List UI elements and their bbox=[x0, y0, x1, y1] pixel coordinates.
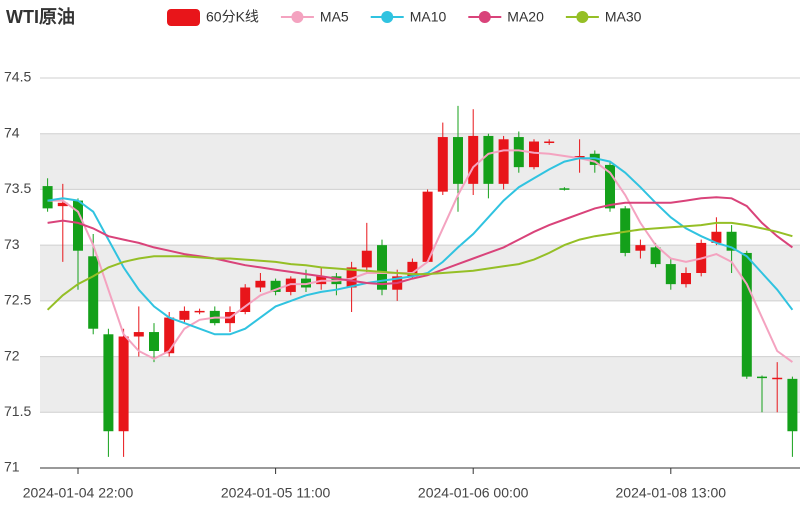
candle-body bbox=[589, 153, 600, 165]
legend-swatch bbox=[167, 9, 200, 26]
y-tick-label: 72.5 bbox=[4, 292, 31, 308]
ma-line bbox=[47, 196, 793, 286]
candle-body bbox=[635, 245, 646, 251]
legend-label: MA5 bbox=[320, 9, 349, 25]
y-tick-label: 72 bbox=[4, 347, 20, 363]
candle-body bbox=[103, 334, 114, 432]
candle-body bbox=[650, 247, 661, 265]
candle-body bbox=[741, 252, 752, 377]
legend-swatch bbox=[478, 11, 491, 23]
ma-line bbox=[46, 221, 793, 311]
candle-body bbox=[529, 141, 539, 168]
candle-body bbox=[513, 137, 524, 168]
candle-body bbox=[711, 231, 722, 243]
y-tick-label: 73 bbox=[4, 236, 20, 252]
legend-label: MA10 bbox=[410, 9, 447, 25]
candle-body bbox=[407, 261, 418, 277]
x-tick-label: 2024-01-06 00:00 bbox=[418, 485, 529, 501]
candle-body bbox=[149, 332, 159, 351]
legend-swatch bbox=[576, 11, 589, 23]
candle-body bbox=[757, 376, 767, 379]
candle-body bbox=[665, 264, 676, 285]
candle-body bbox=[240, 287, 251, 312]
candle-body bbox=[483, 135, 494, 184]
candle-body bbox=[301, 278, 311, 288]
candle-body bbox=[133, 332, 144, 337]
candle-body bbox=[285, 278, 296, 292]
candle-body bbox=[194, 310, 205, 313]
candle-body bbox=[270, 280, 281, 292]
candle-body bbox=[620, 208, 631, 253]
candle-body bbox=[787, 378, 798, 432]
y-tick-label: 71.5 bbox=[4, 403, 31, 419]
candle-body bbox=[255, 280, 266, 288]
candle-body bbox=[574, 156, 585, 159]
chart-title: WTI原油 bbox=[6, 6, 75, 27]
legend-label: MA20 bbox=[507, 9, 544, 25]
x-tick-label: 2024-01-05 11:00 bbox=[221, 485, 331, 501]
candle-body bbox=[57, 202, 68, 207]
legend-swatch bbox=[291, 11, 304, 23]
candle-body bbox=[605, 164, 615, 209]
candle-body bbox=[377, 245, 387, 290]
candle-body bbox=[346, 267, 357, 288]
candle-body bbox=[88, 256, 99, 329]
candle-body bbox=[559, 188, 570, 190]
y-tick-label: 74 bbox=[4, 124, 20, 140]
candle-body bbox=[498, 139, 509, 184]
candle-body bbox=[468, 135, 479, 184]
candle-body bbox=[164, 317, 175, 354]
legend-swatch bbox=[381, 11, 394, 23]
grid-band bbox=[40, 133, 800, 190]
x-tick-label: 2024-01-08 13:00 bbox=[616, 485, 727, 501]
candle-body bbox=[681, 273, 691, 285]
candle-body bbox=[772, 377, 783, 380]
x-tick-label: 2024-01-04 22:00 bbox=[23, 485, 134, 501]
candle-body bbox=[437, 137, 448, 192]
candle-body bbox=[453, 137, 463, 184]
candle-body bbox=[179, 310, 190, 320]
candle-body bbox=[544, 141, 555, 144]
candle-body bbox=[726, 231, 737, 251]
candle-body bbox=[361, 250, 372, 268]
candle-body bbox=[42, 186, 53, 209]
y-tick-label: 73.5 bbox=[4, 180, 31, 196]
candle-body bbox=[73, 200, 83, 251]
grid-band bbox=[40, 356, 800, 413]
legend-label: 60分K线 bbox=[206, 9, 259, 25]
candle-body bbox=[422, 191, 433, 262]
ma-line bbox=[47, 149, 793, 363]
candle-body bbox=[118, 336, 129, 432]
legend-label: MA30 bbox=[605, 9, 642, 25]
y-tick-label: 74.5 bbox=[4, 69, 31, 85]
y-tick-label: 71 bbox=[4, 459, 20, 475]
